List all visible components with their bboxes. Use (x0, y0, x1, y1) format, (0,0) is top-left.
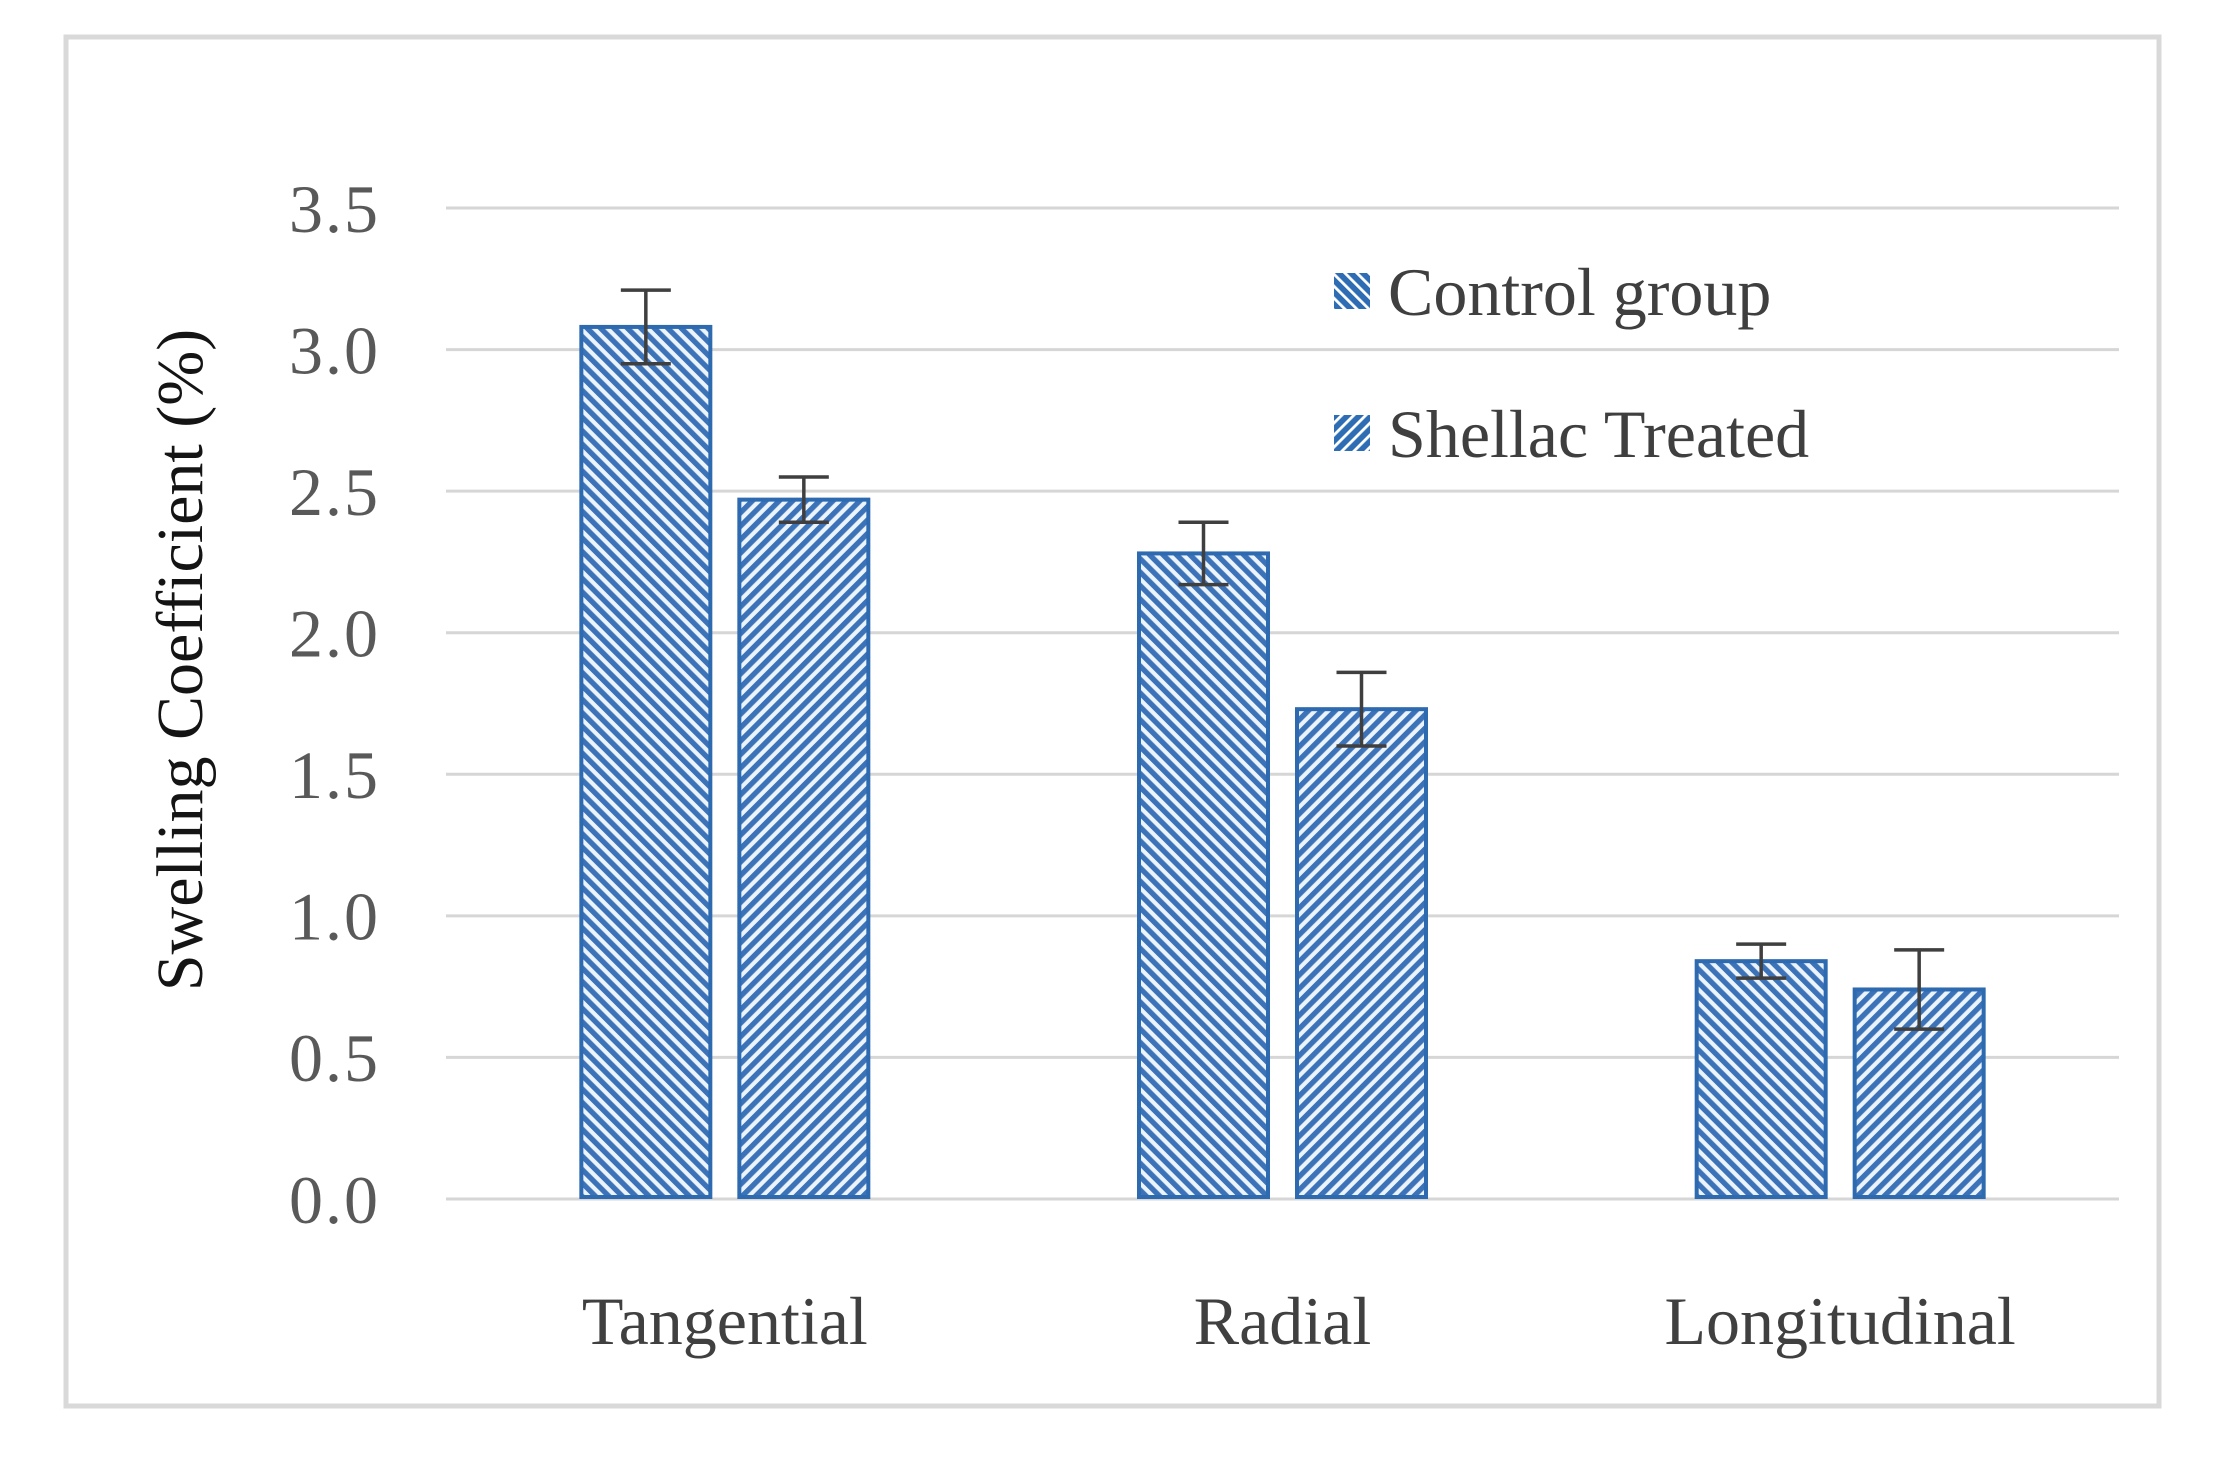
bar-control-group-radial (1137, 551, 1270, 1199)
bar-control-group-longitudinal (1694, 959, 1828, 1199)
y-tick-label-3.5: 3.5 (289, 171, 380, 247)
y-tick-label-2.5: 2.5 (289, 454, 380, 530)
error-bar-control-group-longitudinal (1736, 942, 1787, 980)
error-bar-control-group-radial (1178, 520, 1229, 587)
y-tick-label-3.0: 3.0 (289, 312, 380, 388)
y-tick-label-1.5: 1.5 (289, 737, 380, 813)
y-tick-label-2.0: 2.0 (289, 596, 380, 672)
error-bar-control-group-tangential (620, 288, 671, 366)
error-bar-shellac-treated-longitudinal (1894, 948, 1945, 1031)
y-tick-label-0.0: 0.0 (289, 1162, 380, 1238)
legend-item-control-group: Control group (1334, 254, 1771, 330)
error-bar-shellac-treated-tangential (778, 475, 829, 525)
bar-shellac-treated-tangential (737, 497, 871, 1199)
x-category-label-radial: Radial (1194, 1283, 1372, 1359)
error-bars (620, 288, 1945, 1031)
y-axis-tick-labels: 0.0 0.5 1.0 1.5 2.0 2.5 3.0 3.5 (289, 171, 380, 1238)
x-category-label-longitudinal: Longitudinal (1665, 1283, 2016, 1359)
bar-shellac-treated-radial (1295, 707, 1428, 1199)
legend-marker-backslash-icon (1334, 273, 1370, 309)
y-axis-title: Swelling Coefficient (%) (144, 329, 217, 991)
gridlines (446, 206, 2119, 1201)
legend: Control group Shellac Treated (1334, 254, 1809, 472)
bar-control-group-tangential (579, 324, 713, 1200)
legend-label: Control group (1388, 254, 1771, 330)
y-tick-label-1.0: 1.0 (289, 879, 380, 955)
legend-marker-slash-icon (1334, 415, 1370, 451)
y-tick-label-0.5: 0.5 (289, 1020, 380, 1096)
legend-item-shellac-treated: Shellac Treated (1334, 396, 1809, 472)
error-bar-shellac-treated-radial (1336, 670, 1387, 748)
y-axis-title-text: Swelling Coefficient (%) (144, 329, 217, 991)
x-axis-category-labels: Tangential Radial Longitudinal (582, 1283, 2016, 1359)
x-category-label-tangential: Tangential (582, 1283, 868, 1359)
bars (579, 324, 1986, 1200)
legend-label: Shellac Treated (1388, 396, 1809, 472)
